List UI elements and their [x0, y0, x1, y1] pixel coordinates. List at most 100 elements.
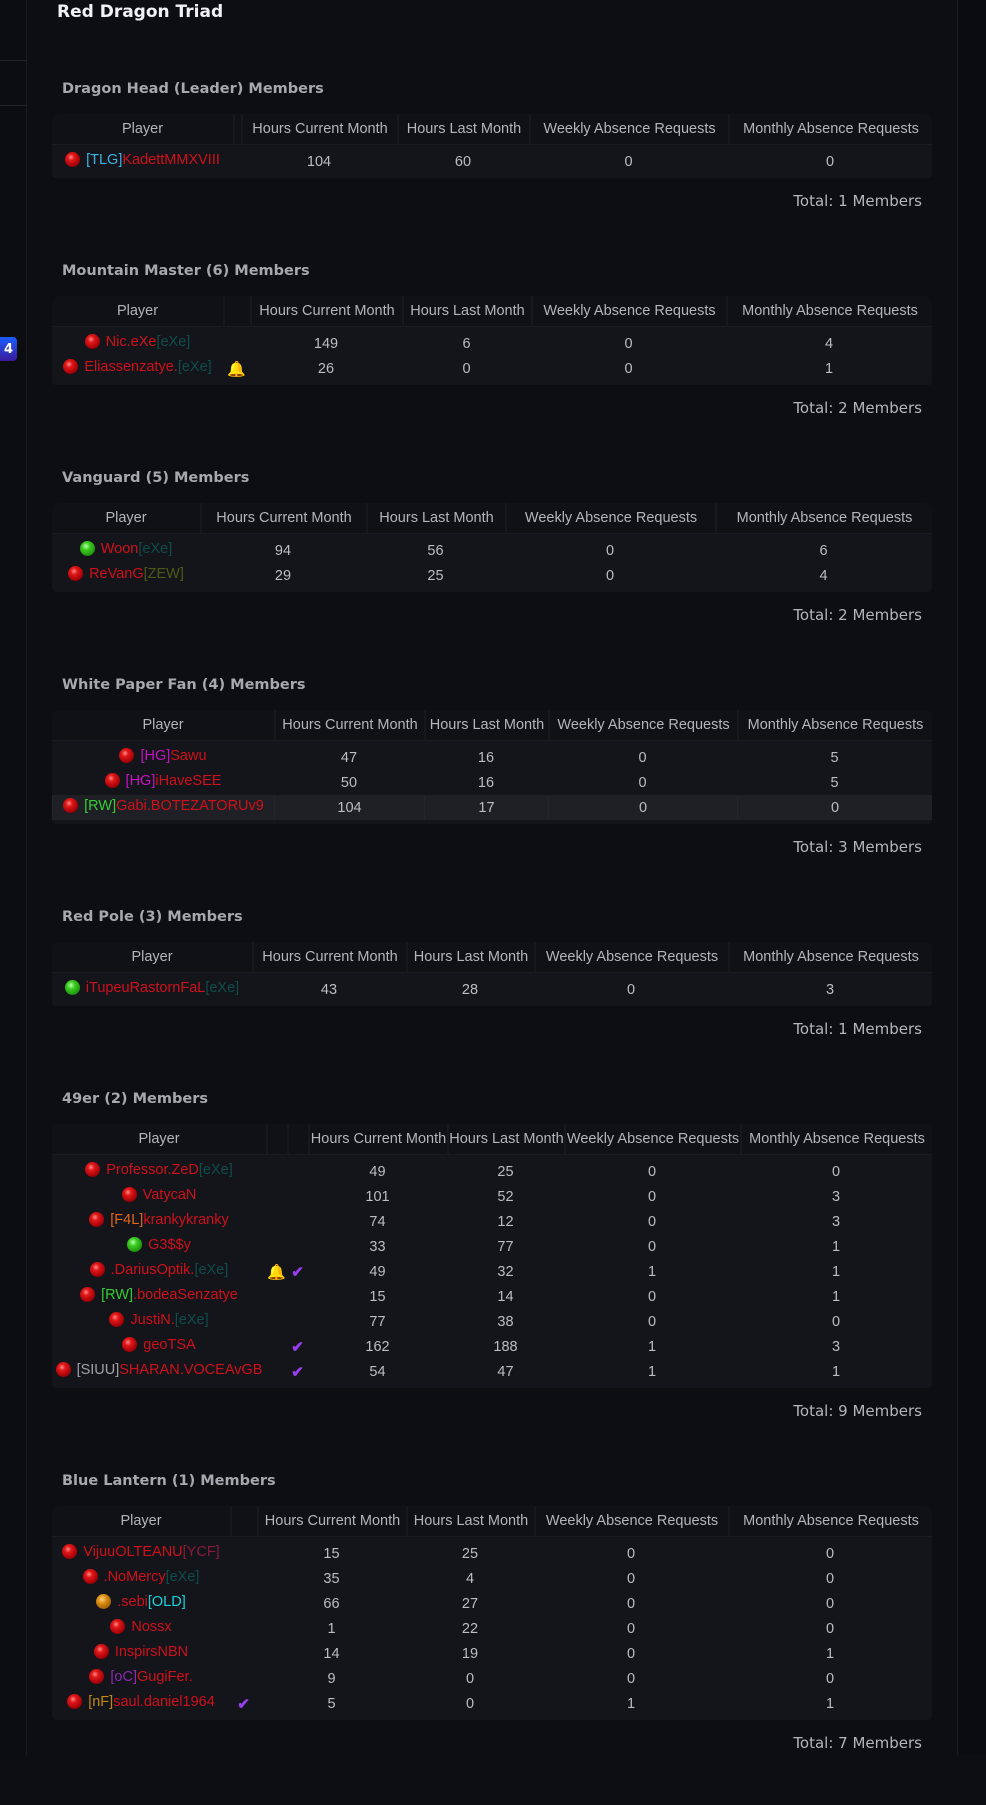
column-header-mar[interactable]: Monthly Absence Requests — [726, 296, 932, 327]
player-name[interactable]: Professor.ZeD[eXe] — [106, 1162, 233, 1178]
table-row[interactable]: [RW].bodeaSenzatye 15 14 0 1 — [52, 1284, 932, 1309]
player-name[interactable]: Woon[eXe] — [101, 541, 172, 557]
player[interactable]: VatycaN — [121, 1187, 197, 1203]
table-row[interactable]: [HG]Sawu 47 16 0 5 — [52, 745, 932, 770]
column-header-mar[interactable]: Monthly Absence Requests — [728, 1506, 932, 1537]
table-row[interactable]: Nossx 1 22 0 0 — [52, 1616, 932, 1641]
player[interactable]: [nF]saul.daniel1964 — [67, 1694, 215, 1710]
column-header-mar[interactable]: Monthly Absence Requests — [740, 1124, 932, 1155]
column-header-player[interactable]: Player — [52, 503, 200, 534]
column-header-hcm[interactable]: Hours Current Month — [250, 296, 402, 327]
player-name[interactable]: [RW].bodeaSenzatye — [101, 1287, 238, 1303]
column-header-player[interactable]: Player — [52, 1506, 230, 1537]
table-row[interactable]: Nic.eXe[eXe] 149 6 0 4 — [52, 331, 932, 356]
player-name[interactable]: .sebi[OLD] — [117, 1594, 186, 1610]
notification-badge[interactable]: 4 — [0, 337, 17, 361]
column-header-hlm[interactable]: Hours Last Month — [406, 1506, 534, 1537]
player-name[interactable]: [nF]saul.daniel1964 — [88, 1694, 215, 1710]
column-header-player[interactable]: Player — [52, 1124, 266, 1155]
player[interactable]: .sebi[OLD] — [96, 1594, 186, 1610]
table-row[interactable]: ReVanG[ZEW] 29 25 0 4 — [52, 563, 932, 588]
column-header-hcm[interactable]: Hours Current Month — [274, 710, 424, 741]
column-header-war[interactable]: Weekly Absence Requests — [548, 710, 737, 741]
table-row[interactable]: .sebi[OLD] 66 27 0 0 — [52, 1591, 932, 1616]
player[interactable]: Nic.eXe[eXe] — [84, 334, 191, 350]
table-row[interactable]: [oC]GugiFer. 9 0 0 0 — [52, 1666, 932, 1691]
column-header-war[interactable]: Weekly Absence Requests — [531, 296, 726, 327]
player-name[interactable]: Eliassenzatye.[eXe] — [84, 359, 211, 375]
table-row[interactable]: .NoMercy[eXe] 35 4 0 0 — [52, 1566, 932, 1591]
column-header-war[interactable]: Weekly Absence Requests — [534, 1506, 728, 1537]
column-header-war[interactable]: Weekly Absence Requests — [505, 503, 715, 534]
player-name[interactable]: iTupeuRastornFaL[eXe] — [86, 980, 239, 996]
player[interactable]: .DariusOptik.[eXe] — [89, 1262, 228, 1278]
table-row[interactable]: InspirsNBN 14 19 0 1 — [52, 1641, 932, 1666]
table-row[interactable]: [F4L]krankykranky 74 12 0 3 — [52, 1209, 932, 1234]
player[interactable]: Woon[eXe] — [79, 541, 172, 557]
player[interactable]: iTupeuRastornFaL[eXe] — [64, 980, 239, 996]
column-header-mar[interactable]: Monthly Absence Requests — [737, 710, 932, 741]
table-row[interactable]: geoTSA ✔ 162 188 1 3 — [52, 1334, 932, 1359]
table-row[interactable]: [nF]saul.daniel1964 ✔ 5 0 1 1 — [52, 1691, 932, 1716]
column-header-war[interactable]: Weekly Absence Requests — [529, 114, 728, 145]
player-name[interactable]: VijuuOLTEANU[YCF] — [83, 1544, 219, 1560]
table-row[interactable]: Professor.ZeD[eXe] 49 25 0 0 — [52, 1159, 932, 1184]
column-header-war[interactable]: Weekly Absence Requests — [564, 1124, 740, 1155]
player-name[interactable]: InspirsNBN — [115, 1644, 188, 1660]
player[interactable]: [HG]Sawu — [119, 748, 207, 764]
player[interactable]: Professor.ZeD[eXe] — [85, 1162, 233, 1178]
player-name[interactable]: VatycaN — [143, 1187, 197, 1203]
player-name[interactable]: geoTSA — [143, 1337, 195, 1353]
player[interactable]: [RW]Gabi.BOTEZATORUv9 — [63, 798, 264, 814]
table-row[interactable]: G3$$y 33 77 0 1 — [52, 1234, 932, 1259]
player-name[interactable]: JustiN.[eXe] — [130, 1312, 208, 1328]
player[interactable]: VijuuOLTEANU[YCF] — [62, 1544, 220, 1560]
table-row[interactable]: VatycaN 101 52 0 3 — [52, 1184, 932, 1209]
player[interactable]: Eliassenzatye.[eXe] — [63, 359, 212, 375]
table-row[interactable]: [TLG]KadettMMXVIII 104 60 0 0 — [52, 149, 932, 174]
column-header-hcm[interactable]: Hours Current Month — [200, 503, 366, 534]
column-header-player[interactable]: Player — [52, 296, 223, 327]
column-header-hcm[interactable]: Hours Current Month — [252, 942, 406, 973]
column-header-hlm[interactable]: Hours Last Month — [402, 296, 531, 327]
column-header-hlm[interactable]: Hours Last Month — [406, 942, 534, 973]
table-row[interactable]: [SIUU]SHARAN.VOCEAvGB ✔ 54 47 1 1 — [52, 1359, 932, 1384]
player[interactable]: Nossx — [110, 1619, 172, 1635]
column-header-mar[interactable]: Monthly Absence Requests — [728, 942, 932, 973]
player[interactable]: geoTSA — [122, 1337, 196, 1353]
player[interactable]: [RW].bodeaSenzatye — [80, 1287, 238, 1303]
column-header-player[interactable]: Player — [52, 942, 252, 973]
player-name[interactable]: [TLG]KadettMMXVIII — [86, 152, 220, 168]
player-name[interactable]: ReVanG[ZEW] — [89, 566, 184, 582]
column-header-hcm[interactable]: Hours Current Month — [241, 114, 397, 145]
player[interactable]: [SIUU]SHARAN.VOCEAvGB — [55, 1362, 263, 1378]
player-name[interactable]: [HG]Sawu — [140, 748, 206, 764]
bell-icon[interactable]: 🔔 — [227, 360, 246, 378]
player-name[interactable]: [oC]GugiFer. — [110, 1669, 192, 1685]
table-row[interactable]: JustiN.[eXe] 77 38 0 0 — [52, 1309, 932, 1334]
column-header-player[interactable]: Player — [52, 114, 233, 145]
table-row[interactable]: [RW]Gabi.BOTEZATORUv9 104 17 0 0 — [52, 795, 932, 820]
player-name[interactable]: [SIUU]SHARAN.VOCEAvGB — [77, 1362, 263, 1378]
column-header-mar[interactable]: Monthly Absence Requests — [715, 503, 932, 534]
column-header-hcm[interactable]: Hours Current Month — [257, 1506, 406, 1537]
player[interactable]: ReVanG[ZEW] — [68, 566, 184, 582]
column-header-hlm[interactable]: Hours Last Month — [447, 1124, 564, 1155]
player[interactable]: [TLG]KadettMMXVIII — [65, 152, 220, 168]
bell-icon[interactable]: 🔔 — [267, 1263, 286, 1281]
player-name[interactable]: Nic.eXe[eXe] — [106, 334, 191, 350]
player[interactable]: [F4L]krankykranky — [89, 1212, 229, 1228]
player-name[interactable]: [RW]Gabi.BOTEZATORUv9 — [84, 798, 264, 814]
column-header-hlm[interactable]: Hours Last Month — [366, 503, 505, 534]
player[interactable]: [HG]iHaveSEE — [104, 773, 221, 789]
player-name[interactable]: G3$$y — [148, 1237, 191, 1253]
table-row[interactable]: [HG]iHaveSEE 50 16 0 5 — [52, 770, 932, 795]
player[interactable]: [oC]GugiFer. — [89, 1669, 193, 1685]
player[interactable]: JustiN.[eXe] — [109, 1312, 209, 1328]
table-row[interactable]: Woon[eXe] 94 56 0 6 — [52, 538, 932, 563]
player[interactable]: .NoMercy[eXe] — [82, 1569, 199, 1585]
table-row[interactable]: VijuuOLTEANU[YCF] 15 25 0 0 — [52, 1541, 932, 1566]
table-row[interactable]: iTupeuRastornFaL[eXe] 43 28 0 3 — [52, 977, 932, 1002]
player-name[interactable]: [F4L]krankykranky — [110, 1212, 228, 1228]
table-row[interactable]: .DariusOptik.[eXe] 🔔 ✔ 49 32 1 1 — [52, 1259, 932, 1284]
